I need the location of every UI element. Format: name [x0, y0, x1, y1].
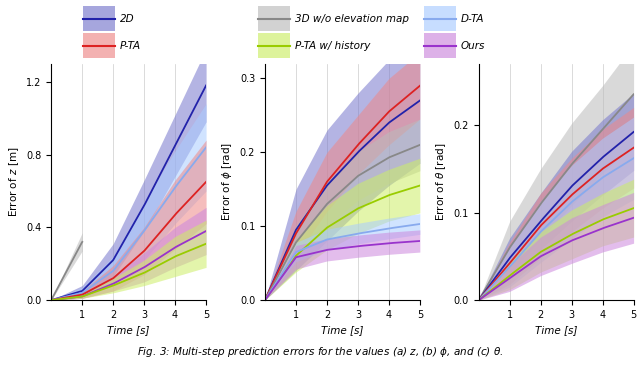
- FancyBboxPatch shape: [258, 33, 290, 58]
- X-axis label: Time [s]: Time [s]: [535, 325, 577, 335]
- Y-axis label: Error of $z$ [m]: Error of $z$ [m]: [7, 147, 20, 217]
- Text: 2D: 2D: [120, 14, 134, 23]
- Text: D-TA: D-TA: [461, 14, 484, 23]
- Text: Fig. 3: Multi-step prediction errors for the values (a) $z$, (b) $\phi$, and (c): Fig. 3: Multi-step prediction errors for…: [137, 345, 503, 359]
- Text: P-TA w/ history: P-TA w/ history: [294, 41, 370, 51]
- Text: Ours: Ours: [461, 41, 485, 51]
- FancyBboxPatch shape: [424, 6, 456, 31]
- Text: 3D w/o elevation map: 3D w/o elevation map: [294, 14, 409, 23]
- FancyBboxPatch shape: [83, 6, 115, 31]
- FancyBboxPatch shape: [83, 33, 115, 58]
- X-axis label: Time [s]: Time [s]: [108, 325, 150, 335]
- Y-axis label: Error of $\theta$ [rad]: Error of $\theta$ [rad]: [435, 143, 448, 221]
- X-axis label: Time [s]: Time [s]: [321, 325, 364, 335]
- Text: P-TA: P-TA: [120, 41, 141, 51]
- FancyBboxPatch shape: [424, 33, 456, 58]
- Y-axis label: Error of $\phi$ [rad]: Error of $\phi$ [rad]: [220, 142, 234, 221]
- FancyBboxPatch shape: [258, 6, 290, 31]
